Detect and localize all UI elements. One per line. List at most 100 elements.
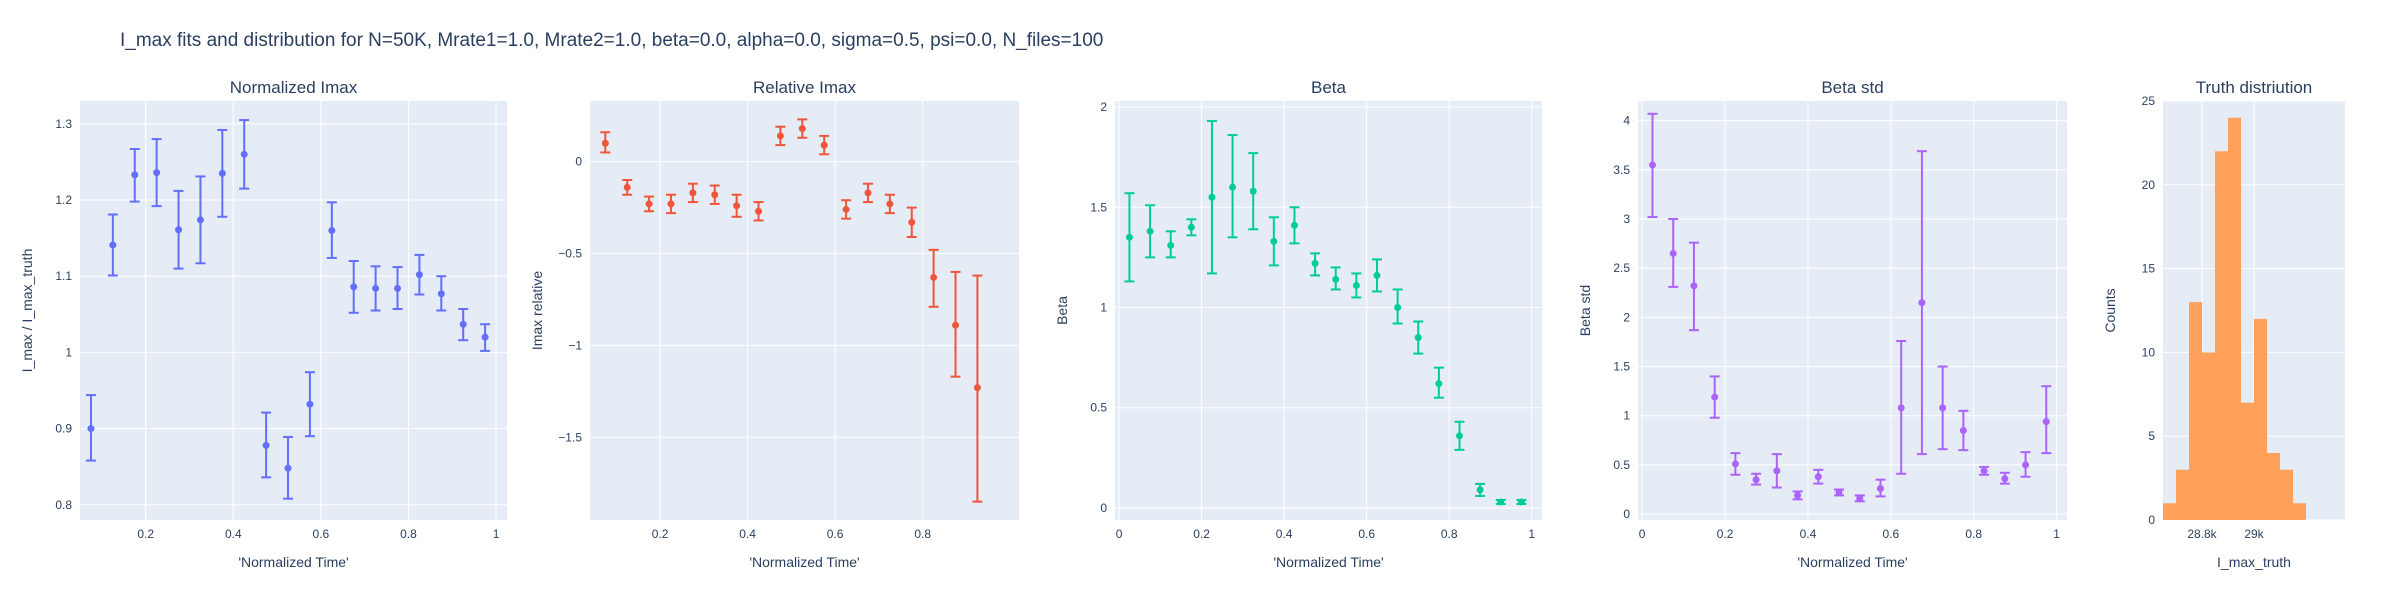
data-point — [797, 118, 808, 139]
data-point — [1916, 150, 1927, 456]
y-tick-label: 2 — [1100, 100, 1107, 114]
marker — [1146, 227, 1154, 235]
x-tick-label: 0 — [1639, 527, 1646, 541]
marker — [1649, 161, 1657, 169]
subplot-title: Truth distriution — [2196, 78, 2313, 97]
data-point — [600, 131, 611, 154]
marker — [1773, 467, 1781, 475]
x-axis-label: 'Normalized Time' — [238, 554, 348, 570]
x-tick-label: 0.2 — [652, 527, 669, 541]
marker — [1455, 432, 1463, 440]
data-point — [85, 394, 96, 462]
marker — [1311, 259, 1319, 267]
marker — [842, 205, 850, 213]
data-point — [304, 371, 315, 438]
y-tick-label: 1 — [1623, 409, 1630, 423]
data-point — [928, 248, 939, 308]
marker — [1125, 233, 1133, 241]
x-tick-label: 0.4 — [1276, 527, 1293, 541]
data-point — [414, 253, 425, 296]
marker — [2001, 475, 2009, 483]
data-point — [1813, 468, 1824, 485]
x-tick-label: 0.6 — [1358, 527, 1375, 541]
histogram-bar — [2228, 117, 2241, 520]
data-point — [392, 266, 403, 310]
subplot-title: Relative Imax — [753, 78, 856, 97]
data-point — [753, 201, 764, 222]
marker — [459, 320, 467, 328]
data-point — [1958, 409, 1969, 452]
data-point — [1979, 465, 1990, 476]
x-tick-label: 1 — [1528, 527, 1535, 541]
data-point — [195, 175, 206, 265]
data-point — [1392, 288, 1403, 325]
marker — [1835, 488, 1843, 496]
data-point — [458, 307, 469, 342]
histogram-bar — [2280, 469, 2293, 520]
x-tick-label: 1 — [2053, 527, 2060, 541]
x-tick-label: 0.8 — [914, 527, 931, 541]
data-point — [1268, 216, 1279, 267]
plot-area — [1638, 101, 2067, 520]
subplot-title: Beta — [1311, 78, 1347, 97]
marker — [1290, 221, 1298, 229]
y-tick-label: −1 — [568, 338, 582, 352]
y-tick-label: 0.9 — [55, 422, 72, 436]
data-point — [1896, 339, 1907, 475]
data-point — [1206, 120, 1217, 275]
y-tick-label: 1.5 — [1090, 200, 1107, 214]
data-point — [1371, 258, 1382, 293]
data-point — [283, 435, 294, 500]
data-point — [644, 195, 655, 213]
y-tick-label: 5 — [2148, 429, 2155, 443]
data-point — [665, 193, 676, 215]
x-tick-label: 0.8 — [1965, 527, 1982, 541]
data-point — [906, 206, 917, 238]
marker — [1794, 491, 1802, 499]
data-point — [1875, 478, 1886, 498]
marker — [2022, 461, 2030, 469]
data-point — [1937, 365, 1948, 451]
y-tick-label: 20 — [2142, 178, 2156, 192]
marker — [1394, 303, 1402, 311]
data-point — [129, 147, 140, 203]
y-tick-label: −1.5 — [558, 430, 582, 444]
data-point — [622, 179, 633, 196]
data-point — [326, 201, 337, 259]
marker — [394, 284, 402, 292]
y-axis-label: Beta std — [1577, 285, 1593, 336]
data-point — [1310, 252, 1321, 277]
x-tick-label: 0.6 — [313, 527, 330, 541]
y-tick-label: 25 — [2142, 94, 2156, 108]
data-point — [1709, 375, 1720, 419]
marker — [109, 241, 117, 249]
data-point — [819, 134, 830, 156]
marker — [733, 202, 741, 210]
y-tick-label: 1 — [65, 345, 72, 359]
marker — [798, 125, 806, 133]
x-tick-label: 28.8k — [2187, 527, 2217, 541]
data-point — [1330, 266, 1341, 291]
x-tick-label: 0.8 — [1441, 527, 1458, 541]
data-point — [2041, 385, 2052, 455]
histogram-bar — [2176, 469, 2189, 520]
data-point — [1730, 452, 1741, 476]
data-point — [1186, 218, 1197, 237]
data-point — [1792, 490, 1803, 501]
data-point — [239, 119, 250, 190]
data-point — [841, 199, 852, 220]
y-tick-label: 3.5 — [1613, 163, 1630, 177]
y-axis-label: Counts — [2102, 288, 2118, 332]
marker — [218, 169, 226, 177]
data-point — [972, 274, 983, 503]
marker — [1897, 404, 1905, 412]
data-point — [775, 125, 786, 147]
histogram-bar — [2163, 503, 2176, 520]
marker — [415, 271, 423, 279]
y-tick-label: 0 — [2148, 513, 2155, 527]
data-point — [1475, 482, 1486, 497]
x-tick-label: 0.2 — [137, 527, 154, 541]
y-tick-label: 0 — [575, 155, 582, 169]
marker — [1187, 223, 1195, 231]
marker — [930, 273, 938, 281]
